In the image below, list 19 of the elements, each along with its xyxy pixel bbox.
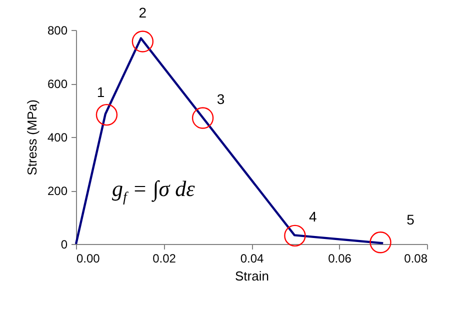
x-tick-label: 0.00 [76, 252, 100, 266]
annotation: g$_{f}$ = ∫σ dε [112, 176, 195, 206]
line-series [74, 37, 384, 246]
x-tick-label: 0.08 [404, 252, 428, 266]
y-tick-label: 400 [47, 130, 68, 144]
annotation: 4 [309, 208, 318, 225]
y-tick-label: 800 [47, 24, 68, 38]
y-axis-title: Stress (MPa) [24, 100, 40, 176]
x-tick-label: 0.06 [328, 252, 352, 266]
x-tick-label: 0.04 [240, 252, 264, 266]
x-tick-label: 0.02 [152, 252, 176, 266]
annotation: 3 [216, 91, 225, 108]
annotation: 5 [406, 211, 415, 228]
annotation: 2 [138, 4, 147, 20]
annotation: 1 [96, 84, 105, 100]
x-axis-title: Strain [235, 268, 269, 284]
y-tick-label: 0 [60, 238, 68, 252]
y-tick-label: 600 [47, 77, 68, 91]
y-tick-label: 200 [47, 184, 68, 198]
